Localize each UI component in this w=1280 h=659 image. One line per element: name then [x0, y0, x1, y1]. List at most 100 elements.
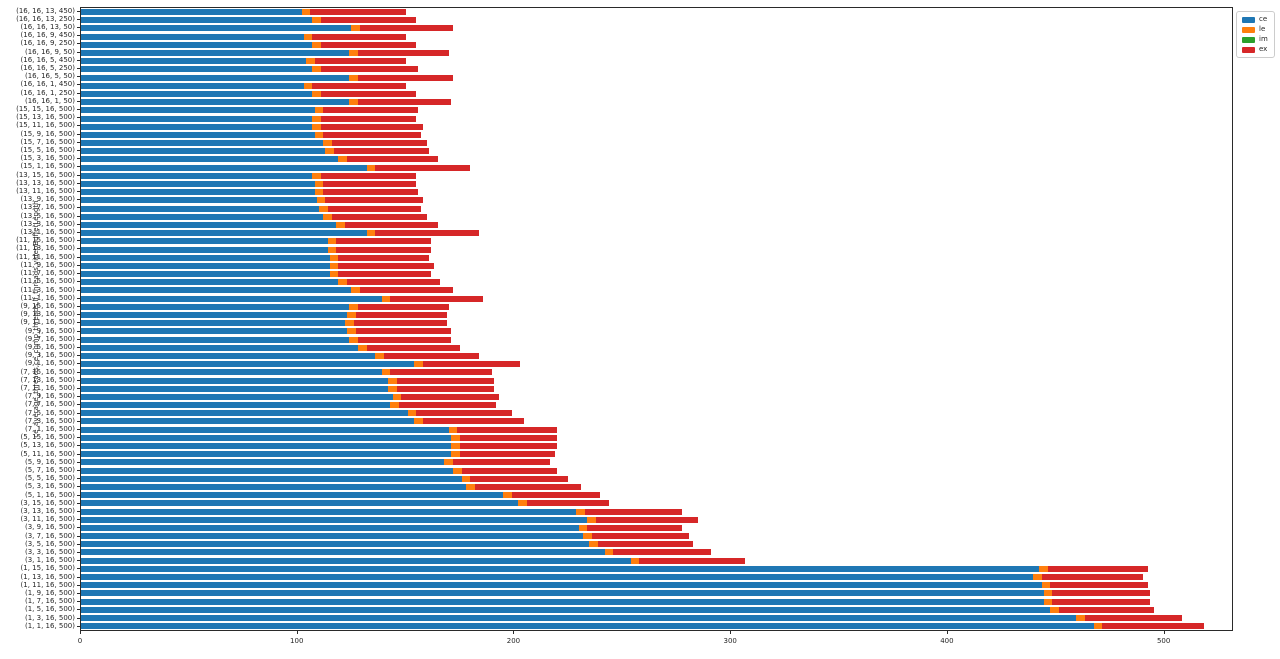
bar-row: [81, 368, 1232, 376]
y-tick-mark: [77, 43, 80, 45]
legend-entry-le: le: [1242, 26, 1268, 33]
bar-segment-le: [325, 148, 335, 155]
bar-row: [81, 426, 1232, 434]
bar-segment-ce: [81, 205, 319, 212]
stacked-bar: [81, 41, 1232, 48]
bar-segment-le: [589, 541, 599, 548]
bar-row: [81, 589, 1232, 597]
y-tick-mark: [77, 609, 80, 611]
bar-segment-ce: [81, 590, 1044, 597]
y-tick-mark: [77, 412, 80, 414]
y-tick-mark: [77, 338, 80, 340]
bar-segment-ce: [81, 156, 339, 163]
bar-segment-ce: [81, 500, 519, 507]
y-tick-label: (5, 3, 16, 500): [0, 483, 80, 491]
stacked-bar: [81, 90, 1232, 97]
bar-row: [81, 344, 1232, 352]
y-tick-label: (16, 16, 9, 450): [0, 32, 80, 40]
bar-segment-le: [1093, 623, 1103, 630]
bar-segment-ex: [321, 172, 417, 179]
bar-segment-ex: [321, 41, 417, 48]
bar-segment-ex: [321, 17, 417, 24]
y-tick-label: (15, 5, 16, 500): [0, 146, 80, 154]
bar-segment-ce: [81, 434, 451, 441]
y-axis-label: ce_average_threads,ce_comp_threads,lf_th…: [32, 200, 40, 438]
bar-segment-ex: [459, 434, 557, 441]
stacked-bar: [81, 336, 1232, 343]
stacked-bar: [81, 172, 1232, 179]
stacked-bar: [81, 483, 1232, 490]
stacked-bar: [81, 385, 1232, 392]
y-tick-label: (3, 9, 16, 500): [0, 524, 80, 532]
bar-segment-ex: [323, 189, 419, 196]
y-tick-mark: [77, 191, 80, 193]
bar-segment-le: [1043, 590, 1053, 597]
bar-row: [81, 24, 1232, 32]
bar-segment-ce: [81, 303, 350, 310]
stacked-bar: [81, 614, 1232, 621]
y-tick-mark: [77, 322, 80, 324]
bar-segment-ex: [347, 156, 438, 163]
y-tick-label: (9, 9, 16, 500): [0, 327, 80, 335]
bar-segment-ce: [81, 164, 367, 171]
x-tick-label: 200: [506, 637, 521, 645]
y-tick-label: (7, 3, 16, 500): [0, 417, 80, 425]
bar-segment-ex: [401, 393, 499, 400]
stacked-bar: [81, 606, 1232, 613]
stacked-bar: [81, 148, 1232, 155]
bar-segment-ce: [81, 565, 1040, 572]
bar-row: [81, 360, 1232, 368]
y-tick-mark: [77, 379, 80, 381]
bar-segment-ex: [331, 140, 428, 147]
bar-segment-ex: [321, 123, 423, 130]
y-tick-mark: [77, 330, 80, 332]
bar-segment-ce: [81, 131, 315, 138]
bar-segment-ce: [81, 58, 306, 65]
y-tick-mark: [77, 363, 80, 365]
bar-segment-le: [604, 549, 614, 556]
y-tick-mark: [77, 494, 80, 496]
bar-segment-le: [407, 410, 417, 417]
stacked-bar: [81, 565, 1232, 572]
y-tick-label: (9, 3, 16, 500): [0, 352, 80, 360]
bar-segment-ce: [81, 492, 503, 499]
stacked-bar: [81, 230, 1232, 237]
stacked-bar: [81, 426, 1232, 433]
y-axis-tick-labels: (16, 16, 13, 450) (16, 16, 13, 250) (16, 1…: [0, 7, 80, 631]
bar-segment-ex: [327, 205, 421, 212]
bar-row: [81, 450, 1232, 458]
y-tick-label: (5, 5, 16, 500): [0, 475, 80, 483]
bar-row: [81, 565, 1232, 573]
bar-row: [81, 221, 1232, 229]
stacked-bar: [81, 410, 1232, 417]
y-tick-mark: [77, 125, 80, 127]
stacked-bar: [81, 320, 1232, 327]
bar-segment-ex: [587, 524, 683, 531]
bars-area: [81, 8, 1232, 630]
bar-segment-ex: [314, 58, 406, 65]
y-tick-label: (16, 16, 9, 250): [0, 40, 80, 48]
y-tick-label: (5, 9, 16, 500): [0, 458, 80, 466]
stacked-bar: [81, 271, 1232, 278]
stacked-bar: [81, 238, 1232, 245]
bar-row: [81, 393, 1232, 401]
bar-row: [81, 41, 1232, 49]
stacked-bar: [81, 361, 1232, 368]
y-tick-mark: [77, 428, 80, 430]
y-tick-label: (16, 16, 1, 450): [0, 81, 80, 89]
stacked-bar: [81, 393, 1232, 400]
stacked-bar: [81, 189, 1232, 196]
bar-segment-le: [357, 344, 367, 351]
bar-segment-ex: [347, 279, 441, 286]
y-tick-mark: [77, 543, 80, 545]
bar-segment-le: [349, 74, 358, 81]
stacked-bar: [81, 623, 1232, 630]
bar-segment-le: [366, 164, 376, 171]
bar-segment-ex: [1041, 574, 1144, 581]
stacked-bar: [81, 205, 1232, 212]
bar-segment-le: [312, 123, 322, 130]
y-tick-label: (3, 15, 16, 500): [0, 499, 80, 507]
bar-row: [81, 286, 1232, 294]
y-tick-mark: [77, 314, 80, 316]
y-tick-label: (7, 5, 16, 500): [0, 409, 80, 417]
